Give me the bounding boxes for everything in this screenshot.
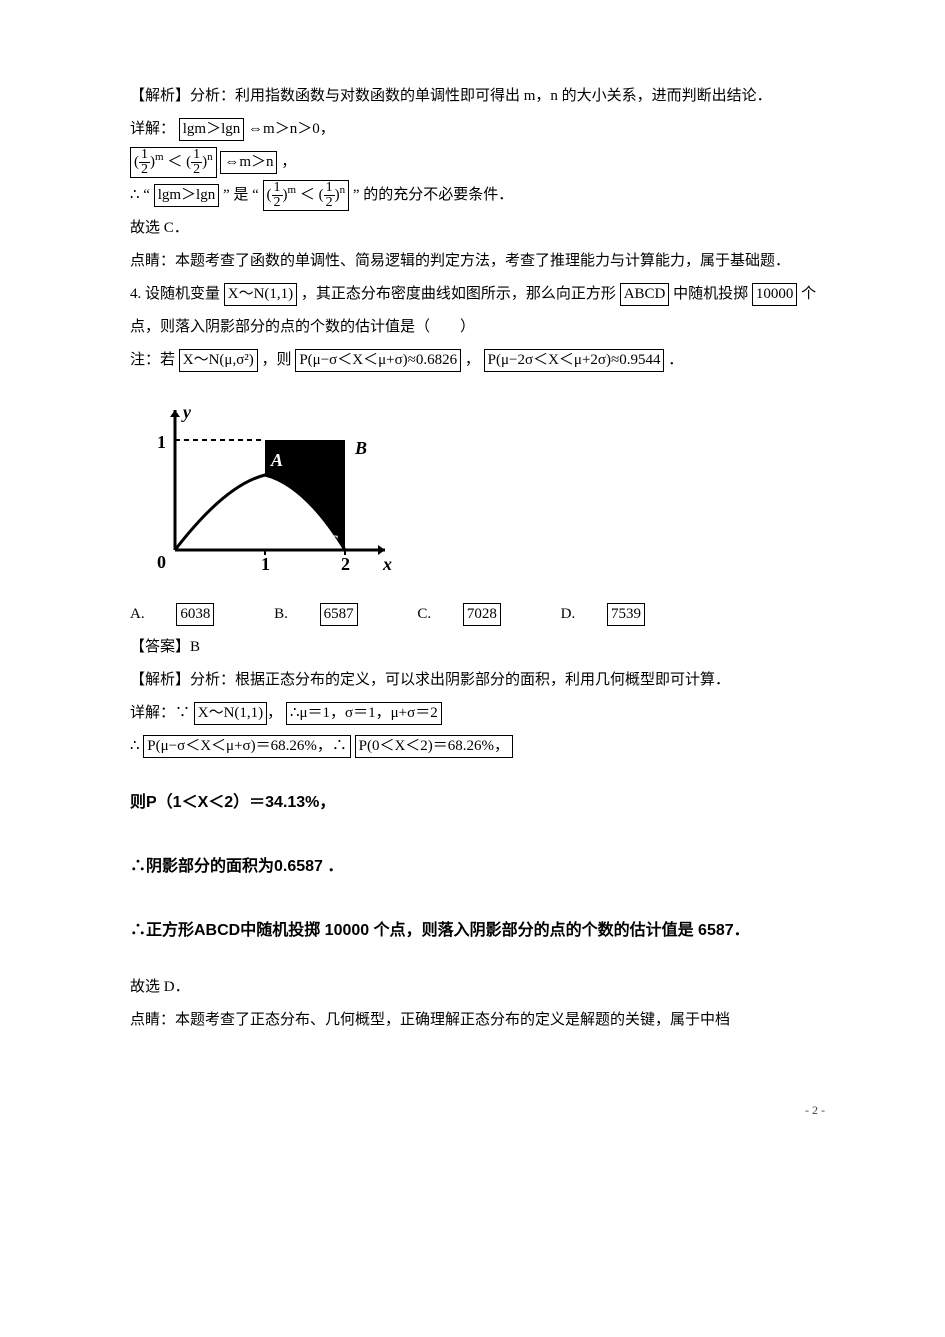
text: ∴ “: [130, 187, 150, 203]
opt-a: 6038: [176, 603, 214, 626]
box-abcd: ABCD: [620, 283, 670, 306]
detail2-line2: ∴ P(μ−σ＜X＜μ+σ)＝68.26%，∴ P(0＜X＜2)＝68.26%，: [130, 730, 835, 763]
dianjing-2: 点睛：本题考查了正态分布、几何概型，正确理解正态分布的定义是解题的关键，属于中档: [130, 1004, 835, 1037]
box-half-mn: (12)m ＜ (12)n: [130, 147, 217, 178]
text: ．: [668, 352, 683, 368]
frac-num: 1: [324, 181, 335, 196]
frac-num: 1: [191, 148, 202, 163]
question-4-line1: 4. 设随机变量 X～N(1,1) ，其正态分布密度曲线如图所示，那么向正方形 …: [130, 278, 835, 344]
figure-svg: y x 1 0 1 2 A B D C: [130, 395, 400, 575]
svg-text:y: y: [181, 402, 192, 422]
comma: ，: [320, 121, 335, 137]
svg-text:D: D: [270, 531, 283, 548]
box-lgm-lgn-2: lgm＞lgn: [154, 184, 220, 207]
frac-num: 1: [272, 181, 283, 196]
box-xn11-2: X～N(1,1): [194, 702, 267, 725]
therefore-line: ∴ “ lgm＞lgn ” 是 “ (12)m ＜ (12)n ” 的的充分不必…: [130, 179, 835, 212]
comma: ，: [281, 154, 296, 170]
box-10000: 10000: [752, 283, 798, 306]
text: ，: [465, 352, 480, 368]
box-mu-sigma: ∴μ＝1，σ＝1，μ+σ＝2: [286, 702, 442, 725]
box-half-mn-2: (12)m ＜ (12)n: [263, 180, 350, 211]
opt-c: 7028: [463, 603, 501, 626]
normal-curve-figure: y x 1 0 1 2 A B D C: [130, 395, 835, 588]
dianjing-1: 点睛：本题考查了函数的单调性、简易逻辑的判定方法，考查了推理能力与计算能力，属于…: [130, 245, 835, 278]
analysis-2: 【解析】分析：根据正态分布的定义，可以求出阴影部分的面积，利用几何概型即可计算．: [130, 664, 835, 697]
svg-text:1: 1: [261, 554, 270, 574]
so-choose-d: 故选 D．: [130, 971, 835, 1004]
frac-den: 2: [272, 196, 283, 210]
text: ” 的的充分不必要条件．: [353, 187, 513, 203]
text: 中随机投掷: [673, 286, 748, 302]
text: ，则: [262, 352, 292, 368]
opt-a-label: A.: [130, 598, 145, 631]
text: 4. 设随机变量: [130, 286, 220, 302]
box-xnmu: X～N(μ,σ²): [179, 349, 258, 372]
bold-conclusion: ∴正方形ABCD中随机投掷 10000 个点，则落入阴影部分的点的个数的估计值是…: [130, 907, 835, 955]
frac-den: 2: [324, 196, 335, 210]
svg-text:A: A: [270, 450, 283, 470]
detail-line-1: 详解： lgm＞lgn ⇔m＞n＞0，: [130, 113, 835, 146]
answer: 【答案】B: [130, 631, 835, 664]
analysis-1: 【解析】分析：利用指数函数与对数函数的单调性即可得出 m，n 的大小关系，进而判…: [130, 80, 835, 113]
svg-text:2: 2: [341, 554, 350, 574]
frac-num: 1: [139, 148, 150, 163]
svg-text:1: 1: [157, 432, 166, 452]
text: ∴: [130, 738, 140, 754]
svg-text:B: B: [354, 438, 367, 458]
opt-c-label: C.: [417, 598, 431, 631]
frac-den: 2: [191, 163, 202, 177]
box-p2sig: P(μ−2σ＜X＜μ+2σ)≈0.9544: [484, 349, 665, 372]
detail2-line1: 详解：∵ X～N(1,1)， ∴μ＝1，σ＝1，μ+σ＝2: [130, 697, 835, 730]
box-iff-2: ⇔m＞n: [220, 151, 277, 174]
frac-den: 2: [139, 163, 150, 177]
bold-area: ∴阴影部分的面积为0.6587 ．: [130, 843, 835, 891]
detail-label: 详解：: [130, 121, 175, 137]
opt-b: 6587: [320, 603, 358, 626]
box-xn11: X～N(1,1): [224, 283, 297, 306]
note-label: 注：若: [130, 352, 175, 368]
text: ，其正态分布密度曲线如图所示，那么向正方形: [301, 286, 616, 302]
opt-b-label: B.: [274, 598, 288, 631]
detail-line-2: (12)m ＜ (12)n ⇔m＞n ，: [130, 146, 835, 179]
box-p1sig: P(μ−σ＜X＜μ+σ)≈0.6826: [295, 349, 461, 372]
text: ” 是 “: [223, 187, 259, 203]
iff-1: ⇔m＞n＞0: [248, 121, 320, 137]
svg-text:x: x: [382, 554, 392, 574]
options: A. 6038 B. 6587 C. 7028 D. 7539: [130, 598, 835, 631]
note-line: 注：若 X～N(μ,σ²) ，则 P(μ−σ＜X＜μ+σ)≈0.6826 ， P…: [130, 344, 835, 377]
opt-d: 7539: [607, 603, 645, 626]
box-p02: P(0＜X＜2)＝68.26%，: [355, 735, 513, 758]
box-pmusig: P(μ−σ＜X＜μ+σ)＝68.26%，∴: [143, 735, 351, 758]
svg-text:0: 0: [157, 552, 166, 572]
bold-p-1-2: 则P（1＜X＜2）＝34.13%，: [130, 779, 835, 827]
text: 详解：∵: [130, 705, 190, 721]
so-choose-c: 故选 C．: [130, 212, 835, 245]
box-lgm-lgn: lgm＞lgn: [179, 118, 245, 141]
opt-d-label: D.: [561, 598, 576, 631]
page-number: - 2 -: [130, 1097, 835, 1123]
svg-text:C: C: [327, 533, 338, 550]
